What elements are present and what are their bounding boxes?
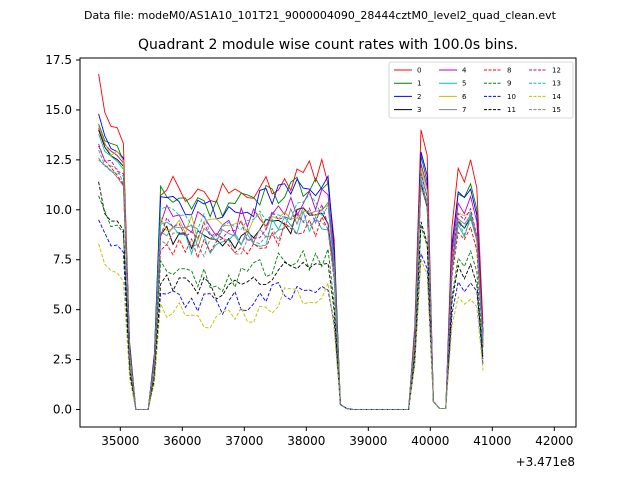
y-tick-label: 12.5 <box>45 153 72 167</box>
x-tick-label: 40000 <box>411 434 449 448</box>
legend-label-8: 8 <box>507 67 511 75</box>
series-line-2 <box>98 113 484 410</box>
x-axis: 35000 36000 37000 38000 39000 40000 41000 42000 <box>101 427 573 448</box>
legend-label-12: 12 <box>552 67 561 75</box>
legend-label-4: 4 <box>462 67 467 75</box>
x-tick-label: 39000 <box>349 434 387 448</box>
y-tick-label: 0.0 <box>53 403 72 417</box>
legend-label-3: 3 <box>417 106 421 114</box>
chart-title: Quadrant 2 module wise count rates with … <box>138 37 518 53</box>
y-tick-label: 2.5 <box>53 353 72 367</box>
x-tick-label: 41000 <box>473 434 511 448</box>
y-axis: 0.0 2.5 5.0 7.5 10.0 12.5 15.0 17.5 <box>45 53 80 417</box>
legend-label-5: 5 <box>462 80 466 88</box>
x-tick-label: 35000 <box>101 434 139 448</box>
x-offset-label: +3.471e8 <box>516 455 575 469</box>
series-layer <box>98 73 484 410</box>
series-line-14 <box>98 243 484 410</box>
y-tick-label: 7.5 <box>53 253 72 267</box>
series-line-0 <box>98 73 484 410</box>
y-tick-label: 10.0 <box>45 203 72 217</box>
y-tick-label: 15.0 <box>45 103 72 117</box>
x-tick-label: 36000 <box>163 434 201 448</box>
y-tick-label: 5.0 <box>53 303 72 317</box>
legend-label-15: 15 <box>552 106 561 114</box>
series-line-10 <box>98 219 484 410</box>
legend-label-6: 6 <box>462 93 467 101</box>
legend-label-11: 11 <box>507 106 516 114</box>
y-tick-label: 17.5 <box>45 53 72 67</box>
legend-label-10: 10 <box>507 93 516 101</box>
legend-label-7: 7 <box>462 106 466 114</box>
legend-label-1: 1 <box>417 80 421 88</box>
x-tick-label: 38000 <box>287 434 325 448</box>
legend-label-14: 14 <box>552 93 561 101</box>
series-line-11 <box>98 181 484 410</box>
legend-label-0: 0 <box>417 67 421 75</box>
legend-label-13: 13 <box>552 80 561 88</box>
plot-frame <box>79 57 577 428</box>
series-line-15 <box>98 157 484 410</box>
x-tick-label: 37000 <box>225 434 263 448</box>
legend-label-2: 2 <box>417 93 421 101</box>
legend-label-9: 9 <box>507 80 511 88</box>
chart-suptitle: Data file: modeM0/AS1A10_101T21_90000040… <box>84 9 557 22</box>
x-tick-label: 42000 <box>535 434 573 448</box>
legend-box <box>388 61 574 119</box>
